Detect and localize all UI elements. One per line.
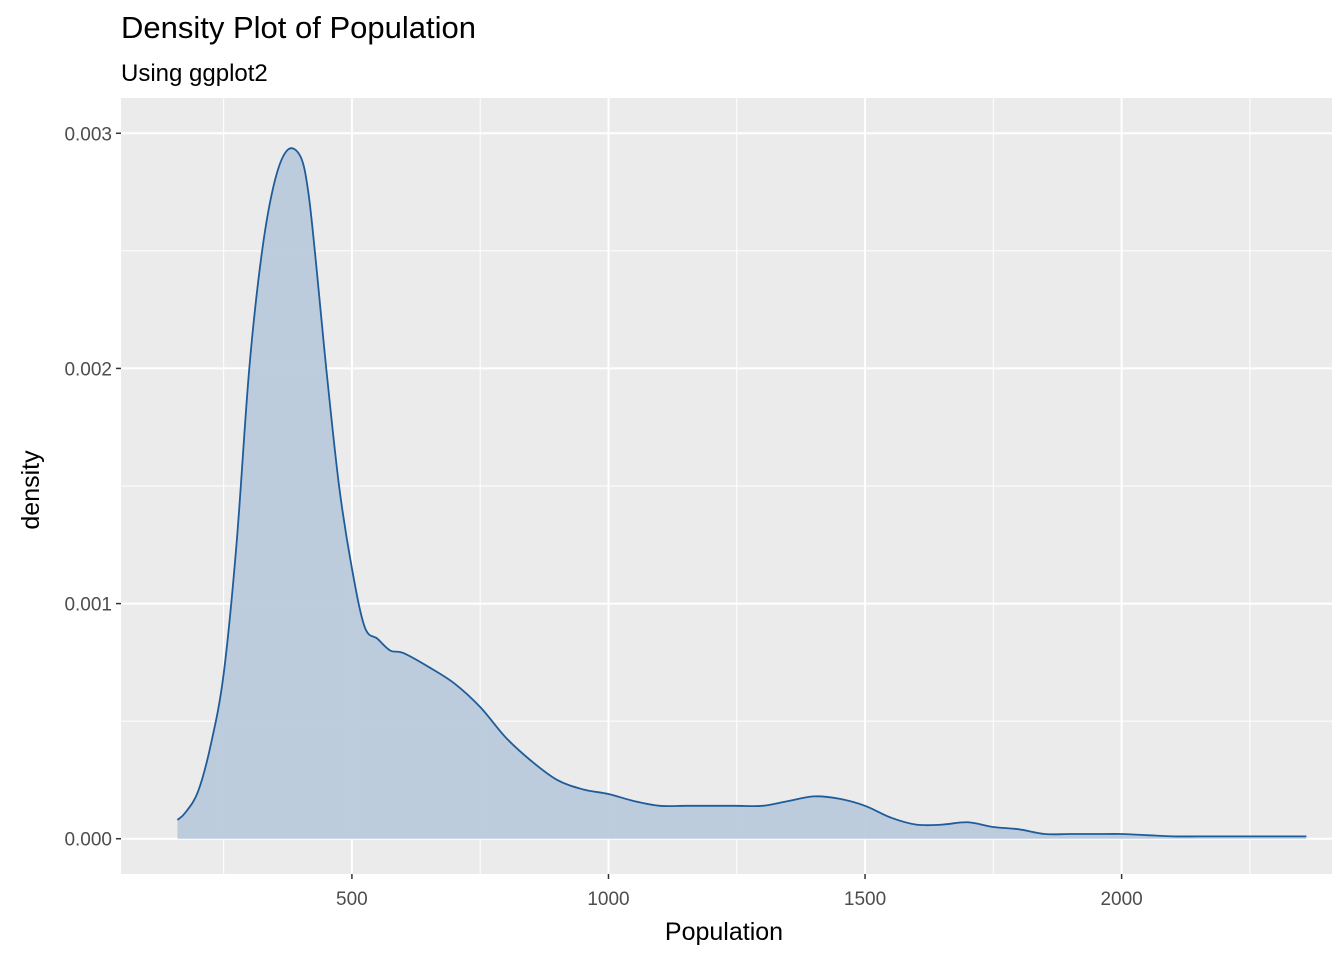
y-axis-label: density [17, 450, 45, 530]
x-axis-label: Population [665, 918, 783, 946]
y-tick-label: 0.001 [64, 595, 112, 616]
y-tick-label: 0.002 [64, 359, 112, 380]
x-tick-label: 500 [336, 889, 368, 910]
y-tick-label: 0.003 [64, 124, 112, 145]
x-tick-label: 2000 [1100, 889, 1142, 910]
x-tick-label: 1500 [844, 889, 886, 910]
chart-title: Density Plot of Population [121, 10, 476, 45]
x-axis: 500 1000 1500 2000 [336, 874, 1143, 910]
y-axis: 0.000 0.001 0.002 0.003 [64, 124, 121, 851]
chart-subtitle: Using ggplot2 [121, 60, 268, 87]
x-tick-label: 1000 [587, 889, 629, 910]
y-tick-label: 0.000 [64, 830, 112, 851]
density-line [176, 147, 1307, 838]
density-area [177, 148, 1307, 839]
